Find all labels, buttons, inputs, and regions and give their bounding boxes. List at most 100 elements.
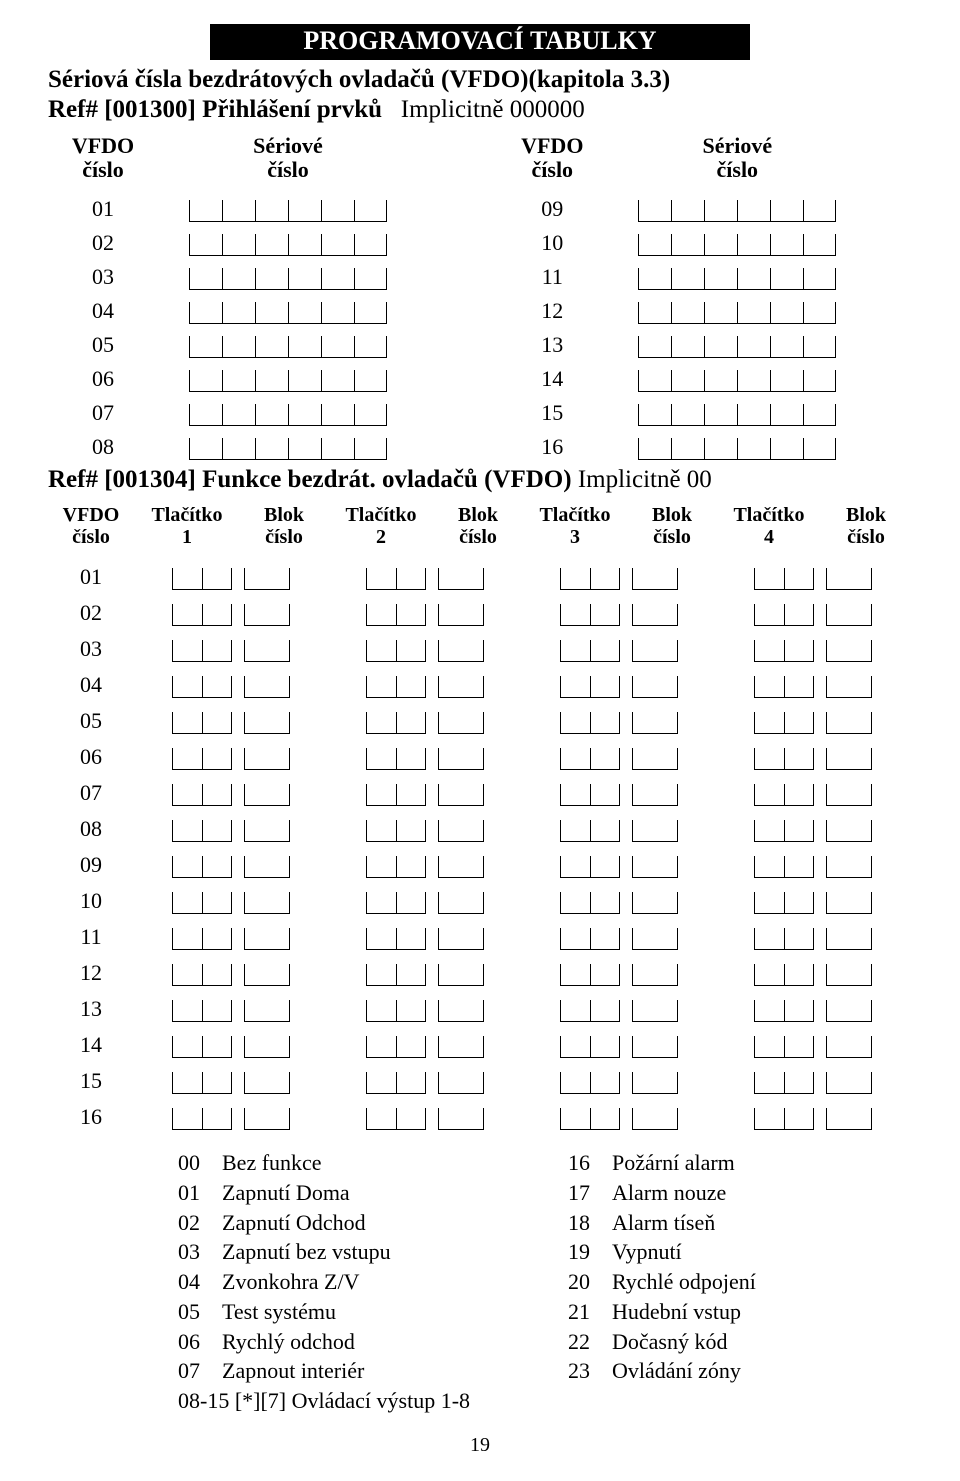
blank-6[interactable] [158,268,418,290]
s2-cell[interactable] [716,928,910,950]
s2-cell[interactable] [522,856,716,878]
s2-cell[interactable] [716,748,910,770]
s2-cell[interactable] [328,712,522,734]
blank-6[interactable] [607,302,867,324]
s2-cell[interactable] [716,1072,910,1094]
legend-code: 22 [568,1327,612,1357]
ref2-implicit: Implicitně 00 [578,466,712,493]
s2-cell[interactable] [328,604,522,626]
s2-cell[interactable] [522,964,716,986]
blank-6[interactable] [158,336,418,358]
s2-cell[interactable] [328,892,522,914]
legend-code: 04 [178,1267,222,1297]
s2-cell[interactable] [328,1072,522,1094]
s2-cell[interactable] [522,640,716,662]
s2-cell[interactable] [134,856,328,878]
s2-cell[interactable] [134,568,328,590]
ref1-implicit: Implicitně 000000 [401,96,585,123]
s2-cell[interactable] [522,892,716,914]
s2-cell[interactable] [716,964,910,986]
s2-row: 08 [48,806,912,842]
s2-cell[interactable] [522,712,716,734]
s2-cell[interactable] [522,1072,716,1094]
s2-cell[interactable] [328,1000,522,1022]
s2-cell[interactable] [522,604,716,626]
s2-cell[interactable] [328,856,522,878]
s2-cell[interactable] [328,928,522,950]
s2-cell[interactable] [716,676,910,698]
s2-cell[interactable] [134,784,328,806]
s1-row-num: 10 [497,230,607,256]
blank-6[interactable] [158,234,418,256]
s2-cell[interactable] [134,676,328,698]
s2-cell[interactable] [134,712,328,734]
s2-cell[interactable] [716,568,910,590]
s2-cell[interactable] [716,856,910,878]
s2-cell[interactable] [134,892,328,914]
legend-code: 05 [178,1297,222,1327]
legend-code: 03 [178,1237,222,1267]
s2-row-num: 07 [48,780,134,806]
blank-6[interactable] [607,404,867,426]
blank-6[interactable] [158,200,418,222]
s2-cell[interactable] [134,1072,328,1094]
s2-cell[interactable] [522,676,716,698]
s2-cell[interactable] [522,820,716,842]
s1-row: 12 [497,290,912,324]
s2-cell[interactable] [328,820,522,842]
s2-cell[interactable] [522,1000,716,1022]
s2-cell[interactable] [522,1036,716,1058]
s2-row-num: 06 [48,744,134,770]
s2-cell[interactable] [134,604,328,626]
s2-cell[interactable] [328,964,522,986]
s2-row-num: 08 [48,816,134,842]
blank-6[interactable] [607,234,867,256]
s2-cell[interactable] [134,1036,328,1058]
s2-cell[interactable] [716,712,910,734]
s2-cell[interactable] [134,640,328,662]
blank-6[interactable] [158,370,418,392]
s2-cell[interactable] [716,892,910,914]
s2-cell[interactable] [716,1000,910,1022]
blank-6[interactable] [158,438,418,460]
s2-cell[interactable] [716,784,910,806]
s2-cell[interactable] [134,1108,328,1130]
s2-cell[interactable] [522,928,716,950]
s1-row-num: 05 [48,332,158,358]
s2-cell[interactable] [328,784,522,806]
s2-cell[interactable] [716,640,910,662]
blank-6[interactable] [158,302,418,324]
s2-cell[interactable] [134,964,328,986]
blank-6[interactable] [607,438,867,460]
s2-cell[interactable] [328,676,522,698]
s2-cell[interactable] [522,784,716,806]
s2-cell[interactable] [134,820,328,842]
s2-cell[interactable] [328,640,522,662]
s2-b1-l1: Blok [264,504,304,526]
s2-cell[interactable] [522,1108,716,1130]
s2-cell[interactable] [716,1108,910,1130]
s2-cell[interactable] [522,568,716,590]
s2-cell[interactable] [522,748,716,770]
blank-6[interactable] [607,370,867,392]
blank-6[interactable] [158,404,418,426]
s2-cell[interactable] [716,1036,910,1058]
s2-cell[interactable] [716,820,910,842]
blank-6[interactable] [607,336,867,358]
legend-text: Hudební vstup [612,1297,741,1327]
s2-cell[interactable] [328,1108,522,1130]
blank-6[interactable] [607,268,867,290]
s1-row-num: 02 [48,230,158,256]
s2-cell[interactable] [328,748,522,770]
legend-code: 16 [568,1148,612,1178]
legend-code: 02 [178,1208,222,1238]
blank-6[interactable] [607,200,867,222]
s2-cell[interactable] [328,568,522,590]
s2-cell[interactable] [134,928,328,950]
legend-code: 17 [568,1178,612,1208]
s2-cell[interactable] [134,748,328,770]
s2-cell[interactable] [134,1000,328,1022]
s2-cell[interactable] [716,604,910,626]
s2-cell[interactable] [328,1036,522,1058]
section1-left: VFDO číslo Sériové číslo 010203040506070… [48,134,463,460]
